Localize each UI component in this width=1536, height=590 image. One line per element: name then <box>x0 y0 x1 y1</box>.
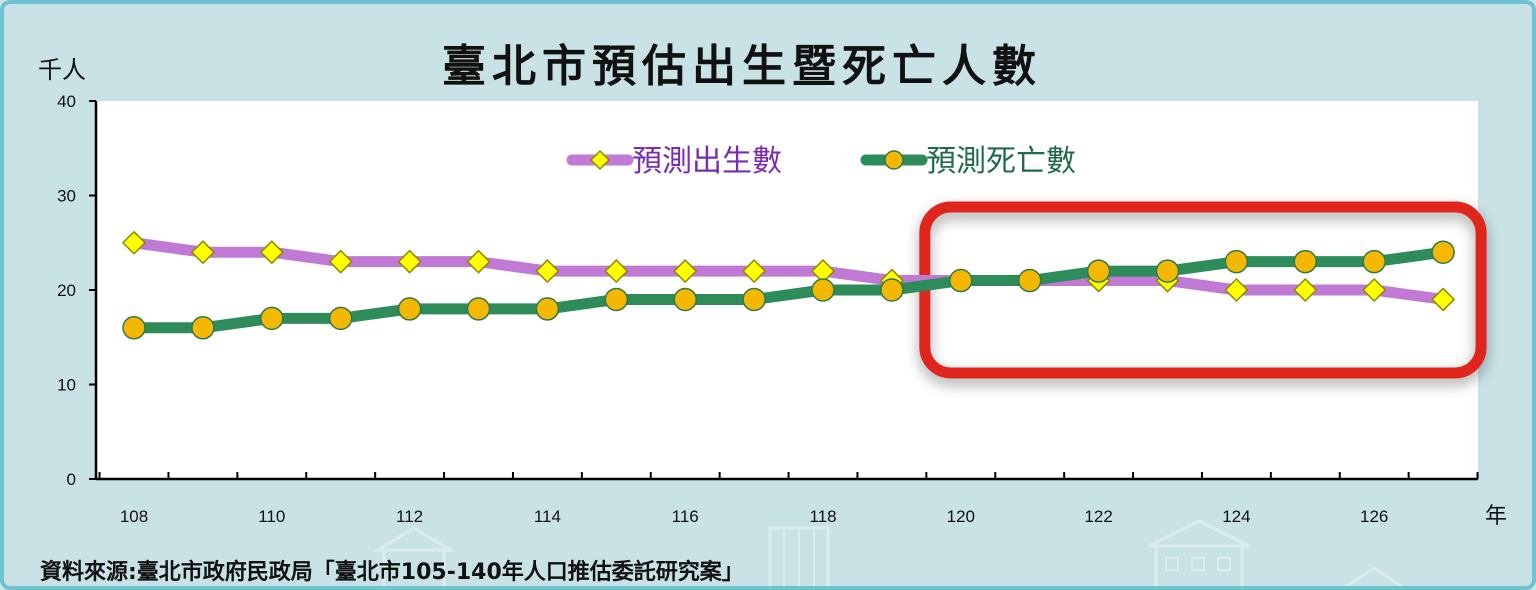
house-watermark-icon <box>1148 519 1250 586</box>
birth-data-point <box>466 249 491 274</box>
death-data-point <box>604 287 629 312</box>
birth-data-point <box>604 259 629 284</box>
death-data-point <box>328 306 353 331</box>
data-source-note: 資料來源:臺北市政府民政局「臺北市105-140年人口推估委託研究案」 <box>40 560 744 585</box>
death-data-point <box>949 268 973 293</box>
death-data-point <box>1293 249 1318 274</box>
birth-data-point <box>1224 277 1249 303</box>
x-tick-label: 124 <box>1222 507 1250 526</box>
birth-data-point <box>1431 287 1456 312</box>
death-data-point <box>1017 268 1042 293</box>
death-data-point <box>535 297 560 321</box>
birth-data-point <box>1362 277 1387 303</box>
death-data-point <box>880 278 904 302</box>
death-data-point <box>1362 249 1386 274</box>
x-tick-label: 122 <box>1084 507 1112 526</box>
death-data-point <box>1224 249 1249 274</box>
house-watermark-icon <box>374 526 454 586</box>
death-data-point <box>466 297 491 321</box>
legend-diamond-icon <box>589 149 611 171</box>
x-axis-unit-label: 年 <box>1485 504 1508 529</box>
birth-data-point <box>1293 277 1318 303</box>
birth-data-point <box>673 259 698 284</box>
y-tick-label: 20 <box>57 281 76 300</box>
house-watermark-icon <box>768 526 830 586</box>
death-data-point <box>260 306 284 331</box>
birth-data-point <box>742 259 767 284</box>
death-data-point <box>397 297 422 321</box>
death-data-point <box>1431 240 1455 264</box>
y-tick-label: 0 <box>67 470 76 489</box>
x-tick-label: 114 <box>534 507 561 526</box>
x-tick-label: 118 <box>809 507 836 526</box>
x-tick-label: 120 <box>947 507 975 526</box>
death-data-point <box>742 287 766 312</box>
x-tick-label: 108 <box>120 507 148 526</box>
y-tick-label: 30 <box>57 187 76 206</box>
birth-data-point <box>121 230 147 255</box>
x-tick-label: 112 <box>396 507 423 526</box>
death-data-point <box>811 278 835 302</box>
y-tick-label: 10 <box>57 376 76 395</box>
death-data-point <box>191 316 215 340</box>
legend-label: 預測出生數 <box>632 144 782 179</box>
birth-data-point <box>535 259 560 284</box>
y-tick-label: 40 <box>57 92 76 111</box>
birth-data-point <box>397 249 422 274</box>
house-watermark-icon <box>1344 566 1404 586</box>
chart-title: 臺北市預估出生暨死亡人數 <box>442 41 1042 92</box>
death-data-point <box>1086 259 1111 283</box>
death-data-point <box>673 287 697 312</box>
death-data-point <box>122 316 146 340</box>
legend-label: 預測死亡數 <box>926 144 1076 179</box>
x-tick-label: 126 <box>1360 507 1388 526</box>
birth-data-point <box>328 249 353 274</box>
x-tick-label: 116 <box>672 507 699 526</box>
birth-data-point <box>259 240 284 265</box>
death-data-point <box>1155 259 1180 283</box>
legend-circle-icon <box>884 150 904 170</box>
y-axis-unit-label: 千人 <box>38 56 86 84</box>
x-tick-label: 110 <box>258 507 285 526</box>
birth-data-point <box>190 240 215 265</box>
